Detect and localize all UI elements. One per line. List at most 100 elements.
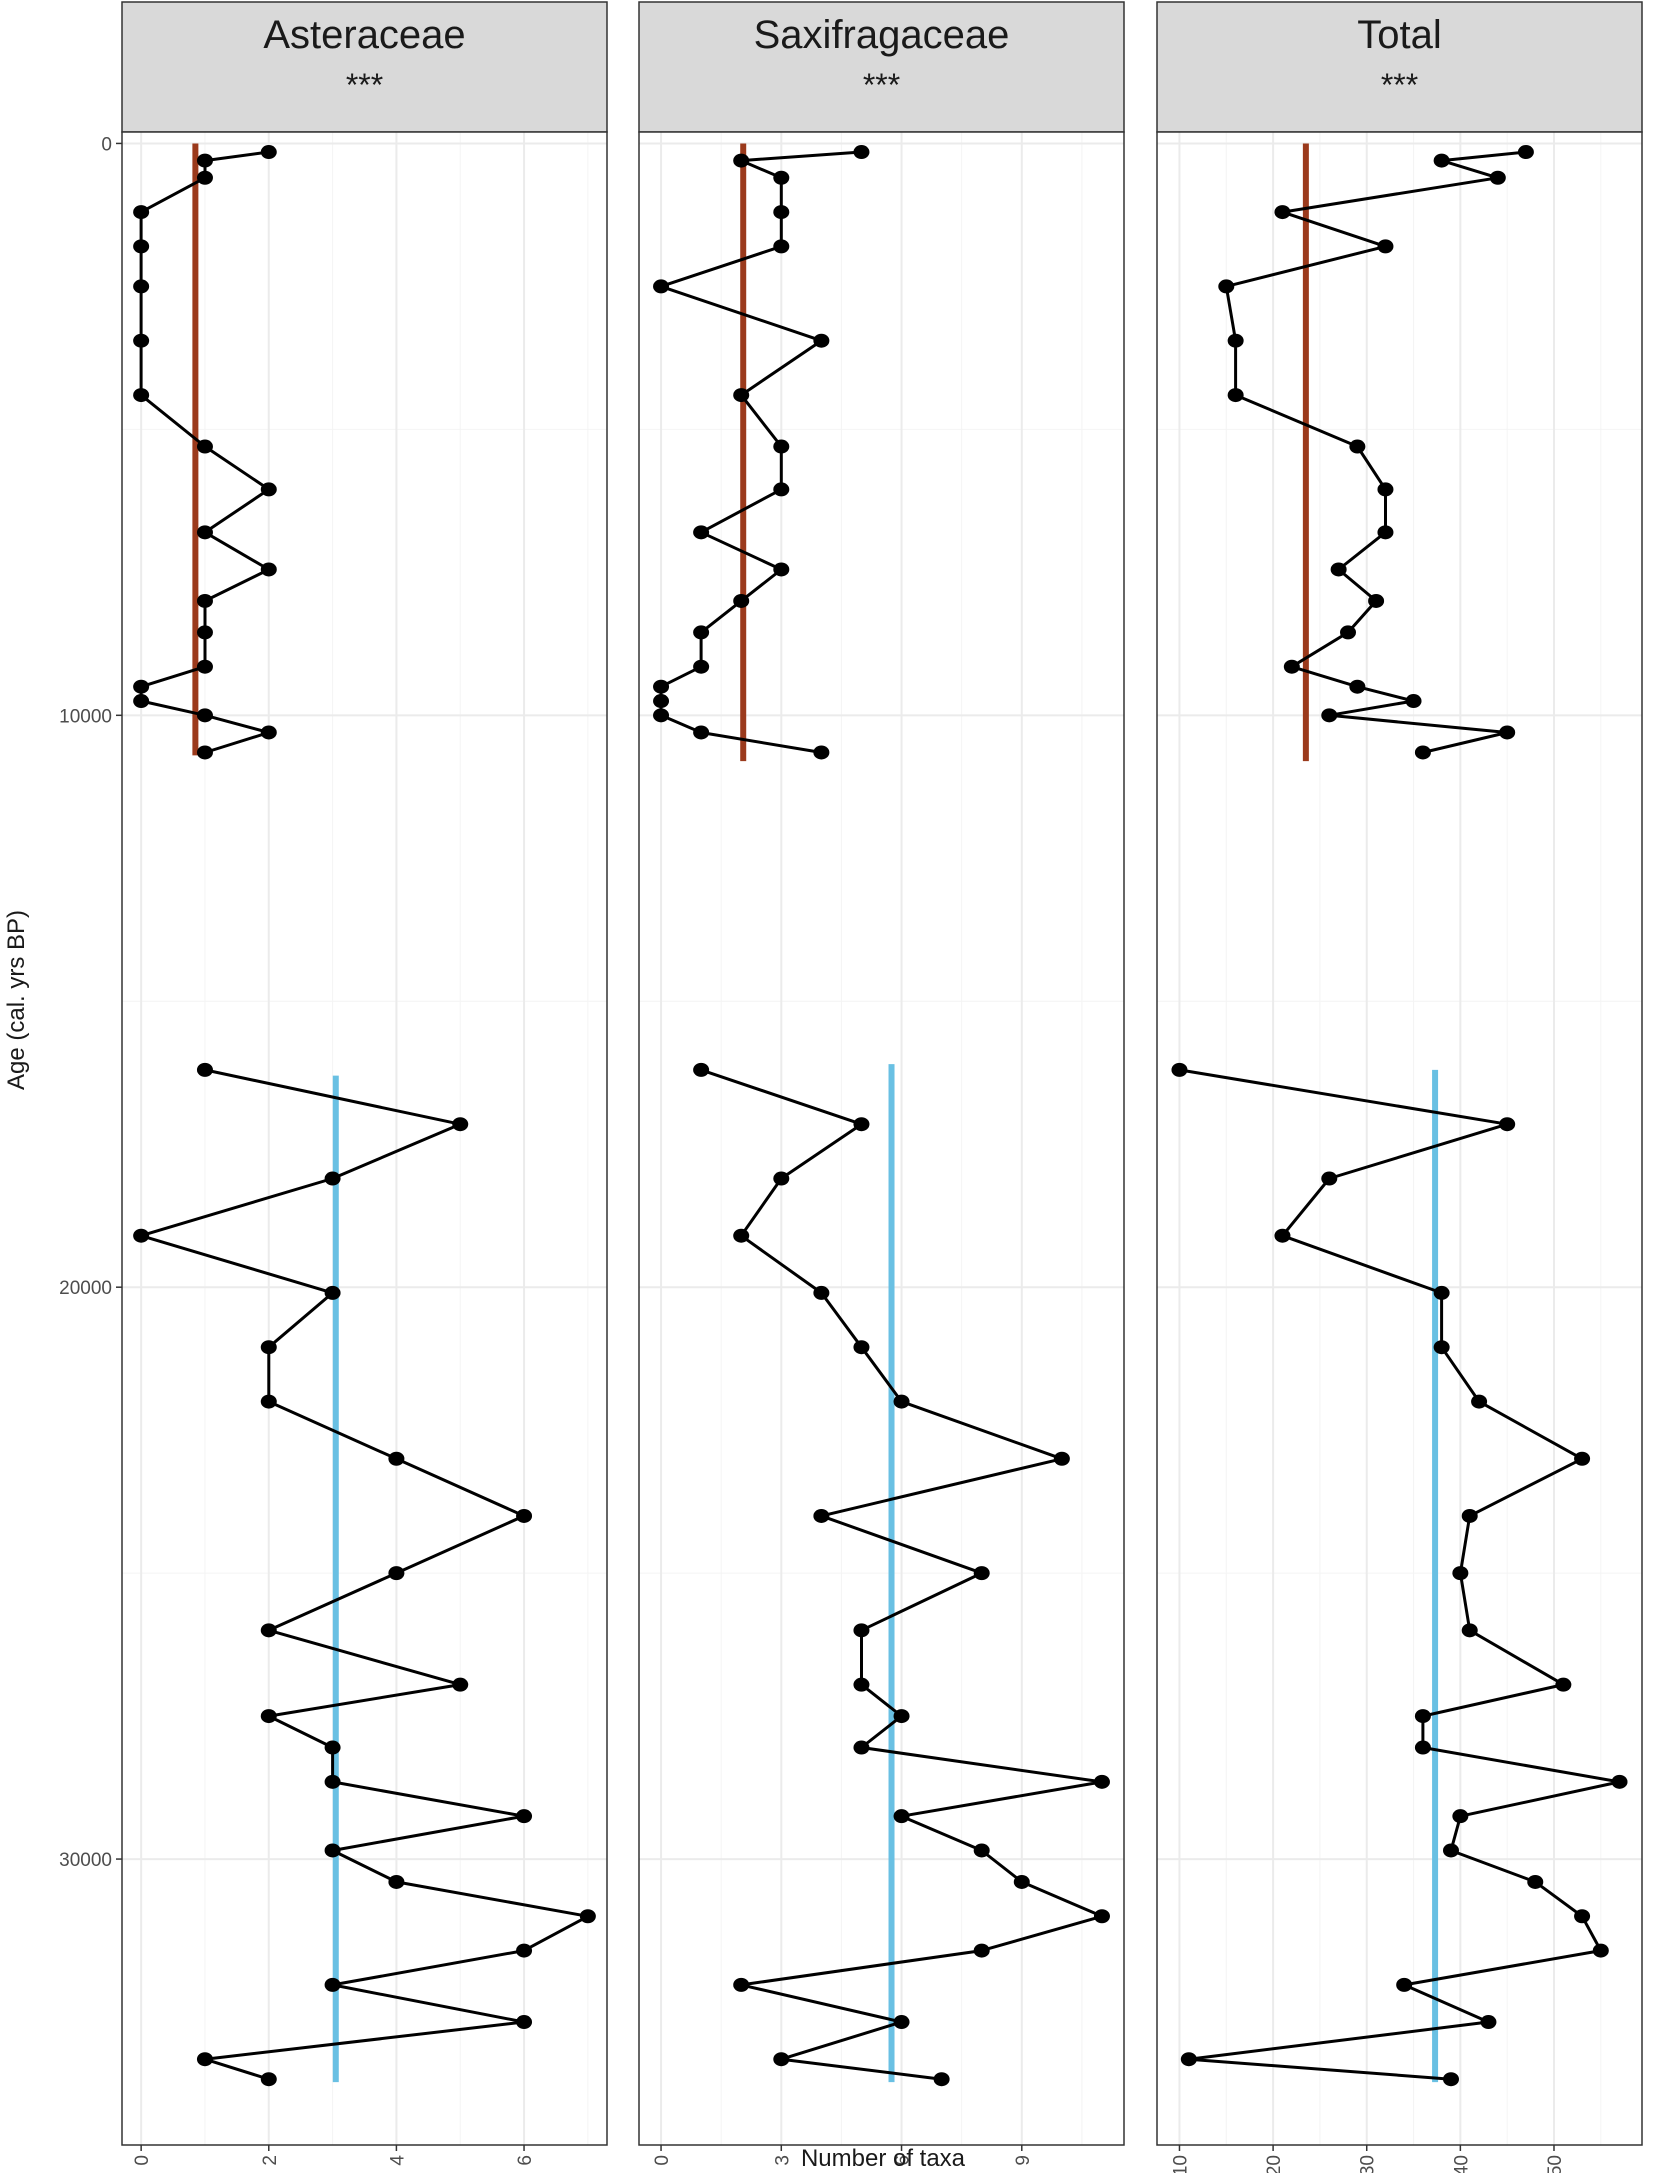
data-point: [893, 1709, 910, 1724]
data-point: [693, 525, 710, 540]
data-point: [196, 153, 213, 168]
data-point: [196, 439, 213, 454]
data-point: [1574, 1909, 1591, 1924]
data-point: [813, 1508, 830, 1523]
data-point: [853, 1340, 870, 1355]
data-point: [973, 1566, 990, 1581]
data-point: [133, 239, 150, 254]
data-point: [196, 708, 213, 723]
data-point: [324, 1740, 341, 1755]
data-point: [1461, 1623, 1478, 1638]
panel-background: [639, 132, 1124, 2145]
data-point: [1405, 694, 1422, 709]
data-point: [133, 333, 150, 348]
y-tick-label: 10000: [59, 706, 112, 727]
x-tick-label: 0: [132, 2155, 153, 2166]
data-point: [1227, 333, 1244, 348]
data-point: [1377, 482, 1394, 497]
x-tick-label: 0: [652, 2155, 673, 2166]
x-tick-label: 9: [1013, 2155, 1034, 2166]
data-point: [973, 1943, 990, 1958]
data-point: [388, 1566, 405, 1581]
data-point: [1330, 562, 1347, 577]
data-point: [260, 1709, 277, 1724]
data-point: [260, 562, 277, 577]
panel-title: Total: [1357, 13, 1442, 57]
panel-border: [121, 131, 608, 2146]
data-point: [773, 205, 790, 220]
data-point: [1574, 1451, 1591, 1466]
data-point: [653, 694, 670, 709]
data-point: [1171, 1062, 1188, 1077]
data-point: [260, 2072, 277, 2087]
data-point: [773, 482, 790, 497]
panel-asteraceae: Asteraceae *** 0 2 4 6: [121, 1, 608, 2166]
data-point: [853, 1117, 870, 1132]
data-point: [1414, 1709, 1431, 1724]
x-tick-label: 40: [1451, 2155, 1472, 2173]
data-point: [1452, 1566, 1469, 1581]
panel-background: [1157, 132, 1642, 2145]
data-point: [1053, 1451, 1070, 1466]
data-point: [1592, 1943, 1609, 1958]
data-point: [196, 525, 213, 540]
data-point: [388, 1874, 405, 1889]
data-point: [1452, 1809, 1469, 1824]
x-tick-label: 6: [893, 2155, 914, 2166]
series-line-pleistocene: [1179, 1068, 1621, 2081]
y-axis: 0 10000 20000 30000: [59, 134, 122, 1871]
data-point: [773, 170, 790, 185]
data-point: [813, 745, 830, 760]
data-point: [516, 2015, 533, 2030]
data-point: [196, 170, 213, 185]
data-point: [196, 593, 213, 608]
data-point: [324, 1774, 341, 1789]
data-point: [1218, 279, 1235, 294]
data-point: [260, 1394, 277, 1409]
data-point: [1321, 708, 1338, 723]
data-point: [893, 1809, 910, 1824]
data-point: [653, 279, 670, 294]
data-point: [133, 279, 150, 294]
data-point: [324, 1285, 341, 1300]
data-point: [196, 2052, 213, 2067]
data-point: [773, 2052, 790, 2067]
x-axis-title: Number of taxa: [801, 2145, 966, 2172]
y-tick-label: 20000: [59, 1278, 112, 1299]
data-point: [260, 725, 277, 740]
data-point: [813, 333, 830, 348]
data-point: [813, 1285, 830, 1300]
data-point: [853, 1623, 870, 1638]
data-point: [260, 145, 277, 160]
data-point: [653, 708, 670, 723]
panel-saxifragaceae: Saxifragaceae *** 0 3 6 9: [638, 1, 1125, 2166]
data-point: [1274, 205, 1291, 220]
data-point: [196, 659, 213, 674]
data-point: [1442, 1843, 1459, 1858]
data-point: [388, 1451, 405, 1466]
x-tick-label: 30: [1358, 2155, 1379, 2173]
data-point: [1013, 1874, 1030, 1889]
data-point: [1489, 170, 1506, 185]
data-point: [196, 1062, 213, 1077]
data-point: [973, 1843, 990, 1858]
data-point: [1414, 745, 1431, 760]
data-point: [693, 659, 710, 674]
data-point: [653, 679, 670, 694]
data-point: [773, 439, 790, 454]
data-point: [1227, 388, 1244, 403]
data-point: [452, 1117, 469, 1132]
panels: Asteraceae *** 0 2 4 6 Saxifragaceae *** 0 3 6 9 Tot…: [121, 1, 1643, 2173]
y-tick-label: 0: [101, 134, 112, 155]
x-tick-label: 6: [515, 2155, 536, 2166]
data-point: [1433, 1340, 1450, 1355]
data-point: [133, 694, 150, 709]
data-point: [1283, 659, 1300, 674]
panel-significance: ***: [346, 67, 383, 103]
data-point: [260, 482, 277, 497]
data-point: [1349, 679, 1366, 694]
x-tick-label: 2: [260, 2155, 281, 2166]
panel-border: [1156, 131, 1643, 2146]
data-point: [1093, 1909, 1110, 1924]
